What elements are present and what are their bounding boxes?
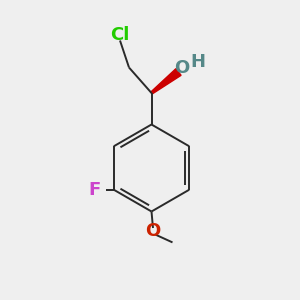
Text: Cl: Cl — [110, 26, 130, 44]
Text: O: O — [146, 222, 160, 240]
Polygon shape — [151, 69, 181, 94]
Text: O: O — [175, 59, 190, 77]
Text: F: F — [88, 181, 100, 199]
Text: H: H — [190, 53, 206, 71]
